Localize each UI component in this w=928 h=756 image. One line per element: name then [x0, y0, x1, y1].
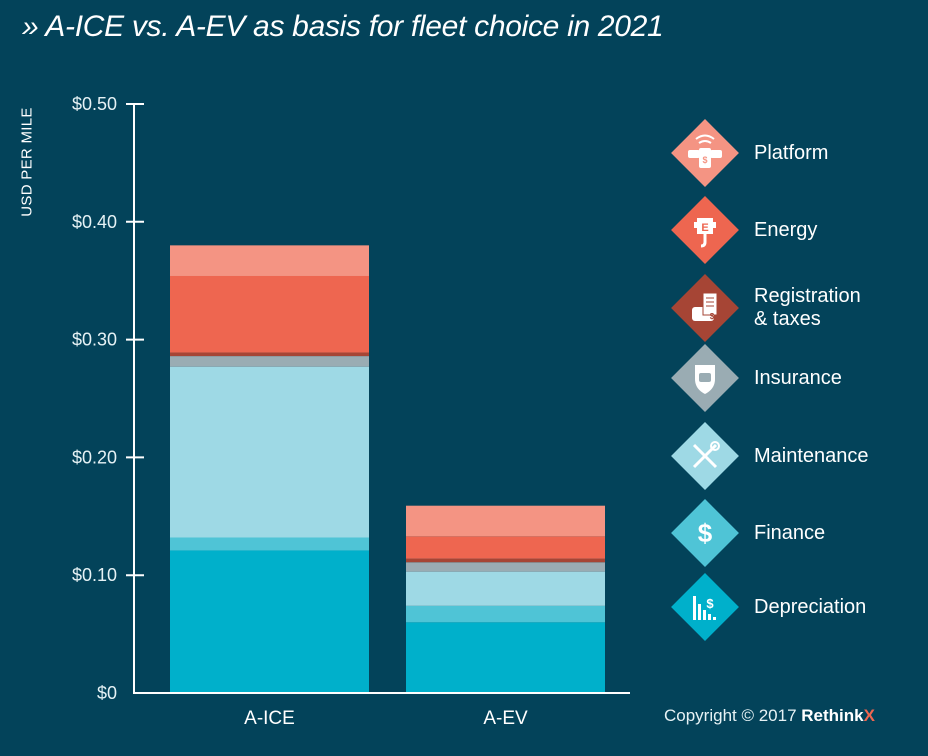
legend-label: Maintenance — [754, 444, 869, 467]
legend-label: Platform — [754, 141, 829, 164]
y-tick-label: $0.10 — [72, 565, 117, 585]
finance-dollar-icon-glyph: $ — [698, 518, 713, 548]
bar-a-ev-registration-taxes — [406, 558, 605, 563]
registration-document-icon-glyph: $ — [692, 292, 718, 321]
depreciation-chart-icon-glyph: $ — [693, 596, 716, 620]
axes-group: A-ICE A-EV $0 $0.10 $0.20 $0.30 $0.40 $0.50 — [72, 94, 630, 729]
bar-a-ev-finance — [406, 605, 605, 623]
bar-a-ice-finance — [170, 537, 369, 551]
bar-a-ev-depreciation — [406, 622, 605, 693]
legend-label: Depreciation — [754, 595, 867, 618]
finance-dollar-icon: $ — [670, 498, 740, 568]
x-tick-label: A-EV — [483, 708, 528, 729]
insurance-shield-car-icon — [670, 343, 740, 413]
bars-group — [170, 245, 605, 693]
svg-text:E: E — [701, 222, 708, 234]
bar-a-ice-energy — [170, 275, 369, 353]
brand-x: X — [863, 706, 875, 725]
insurance-shield-car-icon-glyph — [695, 365, 715, 394]
platform-cars-phone-icon-glyph: $ — [688, 134, 722, 168]
legend-label: Energy — [754, 218, 818, 241]
legend-label: Insurance — [754, 366, 842, 389]
energy-plug-icon: E — [670, 195, 740, 265]
svg-text:$: $ — [698, 518, 713, 548]
maintenance-tools-icon — [670, 421, 740, 491]
energy-plug-icon-glyph: E — [694, 218, 716, 248]
registration-document-icon: $ — [670, 273, 740, 343]
bar-a-ev-maintenance — [406, 571, 605, 606]
legend-label: Finance — [754, 521, 826, 544]
y-tick-label: $0.50 — [72, 94, 117, 114]
y-tick-label: $0.40 — [72, 212, 117, 232]
y-tick-label: $0.20 — [72, 447, 117, 467]
bar-a-ice-platform — [170, 245, 369, 276]
bar-a-ev-platform — [406, 505, 605, 537]
bar-a-ice-maintenance — [170, 366, 369, 538]
svg-text:$: $ — [702, 155, 707, 165]
legend-item: $ Finance — [670, 498, 825, 568]
y-tick-label: $0 — [97, 683, 117, 703]
svg-text:$: $ — [706, 596, 714, 611]
bar-a-ev-energy — [406, 536, 605, 559]
maintenance-tools-icon-glyph — [692, 441, 720, 469]
bar-a-ice-insurance — [170, 356, 369, 367]
bar-a-ice-depreciation — [170, 550, 369, 693]
depreciation-chart-icon: $ — [670, 572, 740, 642]
y-tick-label: $0.30 — [72, 330, 117, 350]
svg-text:$: $ — [710, 312, 715, 321]
legend-item: $ Depreciation — [670, 572, 866, 642]
copyright: Copyright © 2017 RethinkX — [664, 706, 875, 726]
legend-item: $ Registration & taxes — [670, 273, 861, 343]
legend-item: Maintenance — [670, 421, 869, 491]
legend-item: E Energy — [670, 195, 817, 265]
legend-label: Registration & taxes — [754, 285, 861, 330]
bar-a-ev-insurance — [406, 562, 605, 572]
brand-name: Rethink — [801, 706, 864, 725]
copyright-text: Copyright © 2017 — [664, 706, 797, 725]
legend-item: Insurance — [670, 343, 842, 413]
x-tick-label: A-ICE — [244, 708, 295, 729]
platform-cars-phone-icon: $ — [670, 118, 740, 188]
chart-title: » A-ICE vs. A-EV as basis for fleet choi… — [22, 10, 664, 43]
legend-item: $ Platform — [670, 118, 828, 188]
bar-a-ice-registration-taxes — [170, 352, 369, 357]
